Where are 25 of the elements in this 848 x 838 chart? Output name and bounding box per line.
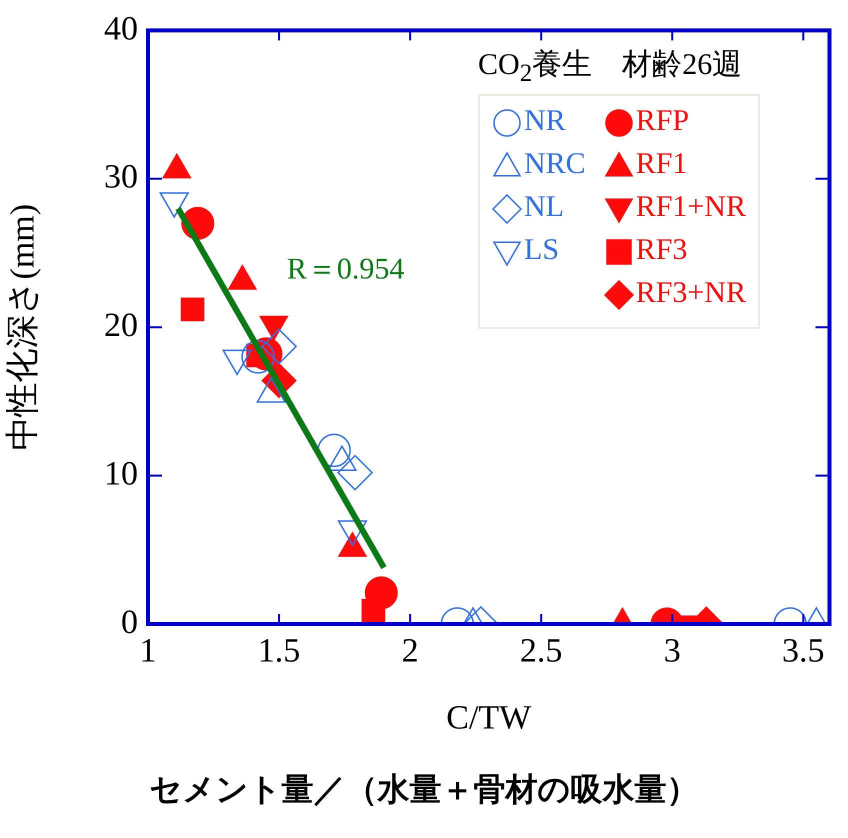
y-axis-title: 中性化深さ(mm) [4,204,42,450]
legend-label: RF3 [636,233,688,266]
x-tick-label: 1 [140,632,156,670]
legend-label: LS [524,233,560,266]
x-axis-title: C/TW [446,700,532,737]
x-tick-label: 3 [664,632,681,670]
legend-label: RF1 [636,147,688,180]
legend-label: NR [524,104,566,137]
y-tick-label: 30 [104,158,138,196]
legend-label: RF1+NR [636,190,746,223]
x-tick-label: 1.5 [258,632,300,670]
y-tick-label: 20 [104,307,138,344]
x-tick-label: 2 [402,632,419,670]
legend-label: RFP [636,104,690,137]
legend-label: NRC [524,147,586,180]
x-tick-label: 2.5 [520,632,562,670]
legend-label: RF3+NR [636,276,746,309]
x-tick-label: 3.5 [782,632,825,670]
legend-title: CO$_{2}$養生 材齢26週 [478,47,744,88]
y-tick-label: 40 [104,10,138,48]
text: セメント量／（水量＋骨材の吸水量） [148,769,700,810]
y-tick-label: 10 [104,456,138,493]
legend-label: NL [524,190,564,223]
y-tick-label: 0 [121,604,138,641]
annotation: R＝0.954 [286,252,404,286]
